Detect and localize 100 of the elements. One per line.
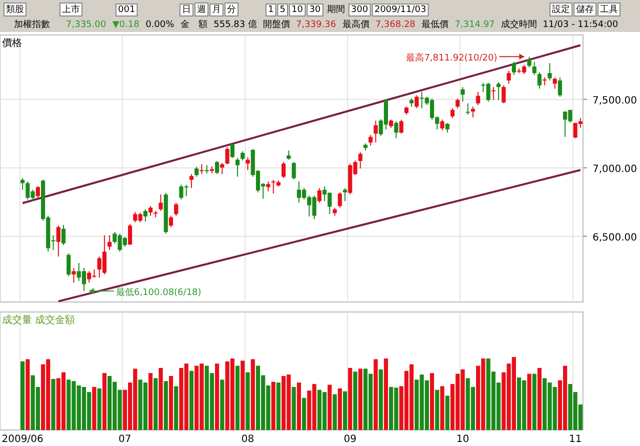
bar bbox=[378, 369, 383, 430]
y-axis-title: 價格 bbox=[2, 37, 22, 49]
bar bbox=[174, 386, 178, 430]
candlestick bbox=[537, 72, 542, 90]
text: 上市 bbox=[62, 4, 80, 15]
text: ▼0.18 bbox=[112, 20, 140, 30]
text: 分 bbox=[227, 4, 236, 15]
candlestick bbox=[368, 134, 373, 146]
candlestick bbox=[61, 224, 66, 246]
candlestick bbox=[286, 150, 291, 160]
text: 最高價 bbox=[342, 19, 370, 30]
bar bbox=[92, 386, 96, 430]
candlestick bbox=[36, 186, 40, 198]
bar bbox=[51, 378, 56, 430]
bar bbox=[189, 370, 194, 430]
candlestick bbox=[512, 61, 516, 76]
candlestick bbox=[215, 160, 220, 175]
x-tick-label: 07 bbox=[118, 434, 132, 445]
candlestick bbox=[445, 122, 450, 134]
text: 0.00% bbox=[146, 20, 175, 30]
candlestick bbox=[450, 108, 455, 118]
bar bbox=[26, 359, 30, 430]
candlestick bbox=[374, 120, 378, 143]
candlestick bbox=[158, 194, 163, 212]
text: 成交時間 bbox=[500, 19, 537, 30]
text: 7,335.00 bbox=[66, 20, 106, 30]
text: 月 bbox=[212, 5, 221, 15]
candlestick bbox=[532, 61, 536, 76]
bar bbox=[154, 378, 158, 430]
y-tick-label: 7,000.00 bbox=[592, 164, 637, 175]
bar bbox=[20, 361, 25, 430]
x-tick-label: 08 bbox=[241, 434, 254, 445]
candlestick bbox=[317, 188, 322, 204]
candlestick bbox=[189, 174, 194, 189]
text: 5 bbox=[280, 5, 286, 15]
candlestick bbox=[460, 86, 465, 102]
text: 7,339.36 bbox=[296, 20, 336, 30]
text: 週 bbox=[197, 4, 206, 15]
candlestick bbox=[440, 119, 444, 131]
text: 最低價 bbox=[422, 19, 449, 30]
text: 555.83 億 bbox=[214, 19, 257, 30]
candlestick bbox=[143, 208, 148, 222]
candlestick bbox=[282, 162, 286, 179]
candlestick bbox=[194, 166, 199, 178]
candlestick bbox=[456, 98, 460, 109]
bar bbox=[292, 386, 296, 430]
candlestick bbox=[394, 120, 398, 139]
bar bbox=[328, 384, 332, 430]
candlestick bbox=[292, 162, 296, 180]
bar bbox=[220, 380, 224, 430]
bar bbox=[276, 382, 281, 430]
bar bbox=[440, 386, 444, 430]
candlestick bbox=[235, 157, 240, 178]
y-tick-label: 6,500.00 bbox=[592, 232, 637, 244]
bar bbox=[527, 374, 532, 430]
candlestick bbox=[266, 181, 270, 192]
bar bbox=[348, 368, 352, 430]
bar bbox=[338, 388, 342, 430]
bar bbox=[302, 398, 306, 430]
candlestick bbox=[358, 152, 362, 169]
x-tick-label: 2009/06 bbox=[2, 434, 44, 445]
text: 儲存 bbox=[576, 4, 594, 15]
candlestick bbox=[168, 215, 174, 228]
text: 7,314.97 bbox=[454, 20, 495, 30]
candlestick bbox=[491, 86, 496, 101]
bar bbox=[342, 391, 348, 430]
candlestick bbox=[56, 225, 60, 258]
bar bbox=[430, 373, 434, 430]
candlestick bbox=[496, 82, 501, 101]
text: 10 bbox=[291, 5, 304, 15]
candlestick bbox=[558, 76, 562, 98]
y-tick-label: 7,500.00 bbox=[592, 95, 637, 106]
text: 設定 bbox=[552, 4, 570, 15]
bar bbox=[158, 368, 163, 430]
candlestick bbox=[225, 146, 230, 165]
candlestick bbox=[338, 192, 342, 208]
y-axis-title: 成交量 成交金額 bbox=[2, 314, 76, 326]
candlestick bbox=[414, 94, 419, 109]
candlestick bbox=[506, 70, 511, 84]
bar bbox=[332, 394, 337, 430]
bar bbox=[353, 372, 358, 430]
text: 類股 bbox=[6, 4, 24, 15]
candlestick bbox=[66, 252, 71, 277]
bar bbox=[250, 359, 255, 430]
candlestick bbox=[204, 164, 209, 174]
text: 11/03 - 11:54:00 bbox=[542, 20, 618, 30]
bar bbox=[164, 381, 168, 430]
text: 1 bbox=[268, 5, 274, 15]
x-tick-label: 09 bbox=[344, 434, 356, 445]
candlestick bbox=[246, 156, 250, 171]
candlestick bbox=[399, 119, 404, 134]
candlestick bbox=[230, 142, 234, 158]
bar bbox=[168, 376, 174, 430]
bar bbox=[246, 372, 250, 430]
bar bbox=[384, 358, 388, 430]
text: 30 bbox=[309, 5, 321, 15]
candlestick bbox=[108, 234, 112, 250]
bar bbox=[148, 373, 153, 430]
bar bbox=[435, 390, 440, 430]
bar bbox=[358, 368, 362, 430]
